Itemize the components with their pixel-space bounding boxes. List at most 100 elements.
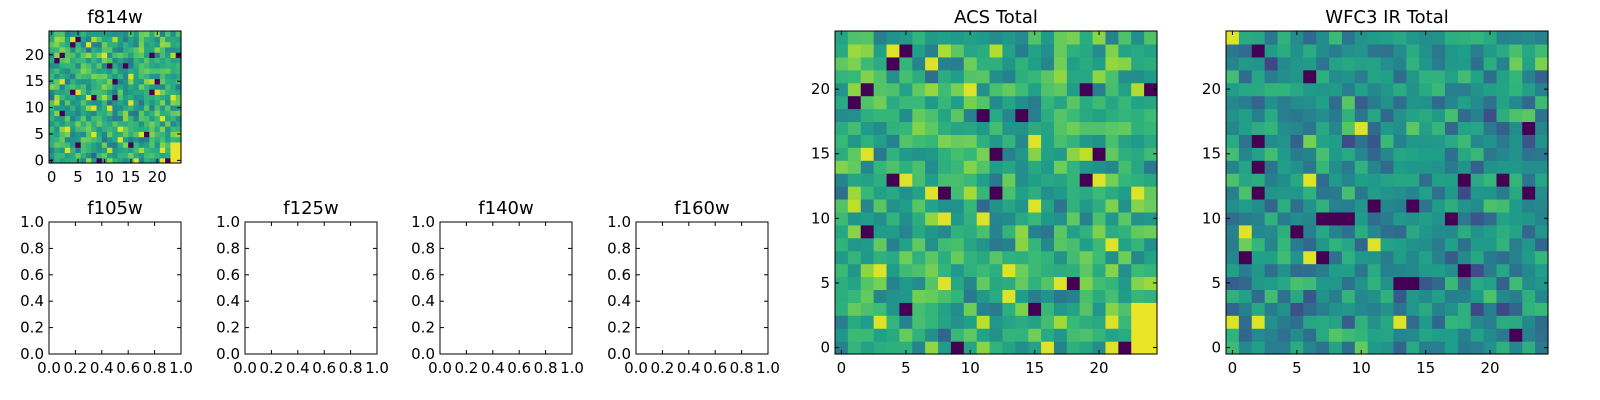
panel-title-f140w: f140w	[478, 198, 533, 219]
heatmap-cell	[1406, 250, 1420, 265]
heatmap-cell	[1393, 315, 1407, 329]
heatmap-cell	[54, 115, 61, 122]
heatmap-cell	[1393, 31, 1407, 45]
heatmap-cell	[1303, 134, 1317, 148]
heatmap-cell	[165, 110, 172, 117]
heatmap-cell	[138, 36, 145, 43]
heatmap-cell	[101, 131, 108, 138]
heatmap-cell	[1028, 160, 1042, 174]
heatmap-cell	[80, 136, 87, 143]
heatmap-cell	[1380, 211, 1395, 226]
heatmap-cell	[133, 110, 140, 117]
heatmap-cell	[1470, 56, 1485, 71]
heatmap-cell	[159, 126, 166, 132]
heatmap-cell	[91, 120, 98, 127]
y-tick-label: 10	[25, 99, 44, 117]
heatmap-cell	[989, 250, 1004, 265]
heatmap-cell	[1053, 173, 1068, 187]
x-tick-label: 0.6	[116, 359, 140, 377]
heatmap-cell	[59, 52, 66, 58]
heatmap-cell	[1341, 56, 1356, 71]
heatmap-cell	[85, 36, 92, 43]
heatmap-cell	[1483, 56, 1498, 71]
heatmap-cell	[1380, 315, 1395, 329]
heatmap-cell	[1483, 121, 1498, 135]
heatmap-cell	[91, 104, 98, 111]
heatmap-cell	[1483, 108, 1498, 123]
heatmap-cell	[976, 224, 991, 239]
x-tick-label: 20	[148, 168, 167, 186]
heatmap-cell	[847, 95, 862, 110]
heatmap-cell	[91, 46, 98, 53]
heatmap-cell	[1393, 173, 1407, 187]
heatmap-cell	[1535, 147, 1549, 161]
heatmap-cell	[976, 315, 991, 329]
heatmap-cell	[107, 89, 113, 95]
heatmap-cell	[54, 73, 61, 80]
heatmap-cell	[1380, 328, 1395, 342]
heatmap-cell	[1393, 341, 1407, 355]
heatmap-cell	[107, 57, 113, 64]
heatmap-cell	[1444, 56, 1459, 71]
heatmap-cell	[1092, 237, 1107, 252]
heatmap-cell	[54, 52, 61, 58]
heatmap-cell	[1144, 289, 1158, 303]
heatmap-cell	[860, 43, 875, 58]
heatmap-cell	[54, 36, 61, 43]
heatmap-cell	[1251, 82, 1266, 97]
heatmap-cell	[1535, 160, 1549, 174]
heatmap-cell	[1290, 198, 1304, 213]
heatmap-cell	[1303, 160, 1317, 174]
heatmap-cell	[1290, 121, 1304, 135]
heatmap-cell	[1028, 315, 1042, 329]
heatmap-cell	[1053, 186, 1068, 200]
heatmap-cell	[91, 94, 98, 101]
heatmap-cell	[976, 95, 991, 110]
heatmap-cell	[59, 67, 66, 74]
heatmap-cell	[1522, 82, 1536, 97]
heatmap-cell	[1277, 147, 1291, 161]
heatmap-cell	[873, 263, 888, 278]
heatmap-cell	[1303, 237, 1317, 252]
heatmap-cell	[1015, 250, 1029, 265]
heatmap-cell	[1509, 160, 1523, 174]
heatmap-cell	[938, 31, 952, 45]
heatmap-cell	[1393, 69, 1407, 84]
heatmap-cell	[144, 157, 150, 164]
heatmap-cell	[886, 95, 900, 110]
heatmap-cell	[1079, 237, 1094, 252]
heatmap-cell	[1002, 198, 1016, 213]
heatmap-cell	[1144, 160, 1158, 174]
heatmap-cell	[1419, 250, 1433, 265]
heatmap-cell	[899, 341, 913, 355]
heatmap-cell	[117, 78, 124, 85]
heatmap-cell	[1535, 95, 1549, 110]
heatmap-cell	[1380, 173, 1395, 187]
heatmap-cell	[1041, 302, 1055, 316]
heatmap-cell	[1226, 108, 1240, 123]
heatmap-cell	[96, 46, 103, 53]
heatmap-cell	[70, 115, 76, 122]
heatmap-cell	[1105, 69, 1119, 84]
heatmap-cell	[1432, 82, 1446, 97]
heatmap-cell	[1131, 341, 1145, 355]
heatmap-cell	[1290, 276, 1304, 290]
heatmap-cell	[175, 57, 182, 64]
x-tick-label: 0.6	[507, 359, 531, 377]
heatmap-cell	[1264, 289, 1279, 303]
heatmap-cell	[899, 121, 913, 135]
heatmap-cell	[1509, 224, 1523, 239]
heatmap-cell	[64, 104, 71, 111]
heatmap-cell	[899, 289, 913, 303]
heatmap-cell	[1002, 211, 1016, 226]
heatmap-cell	[1002, 95, 1016, 110]
heatmap-cell	[85, 62, 92, 69]
heatmap-cell	[1432, 315, 1446, 329]
heatmap-cell	[1316, 134, 1330, 148]
heatmap-cell	[1329, 56, 1343, 71]
heatmap-cell	[886, 289, 900, 303]
heatmap-cell	[1041, 276, 1055, 290]
heatmap-cell	[1303, 82, 1317, 97]
heatmap-cell	[1367, 237, 1382, 252]
